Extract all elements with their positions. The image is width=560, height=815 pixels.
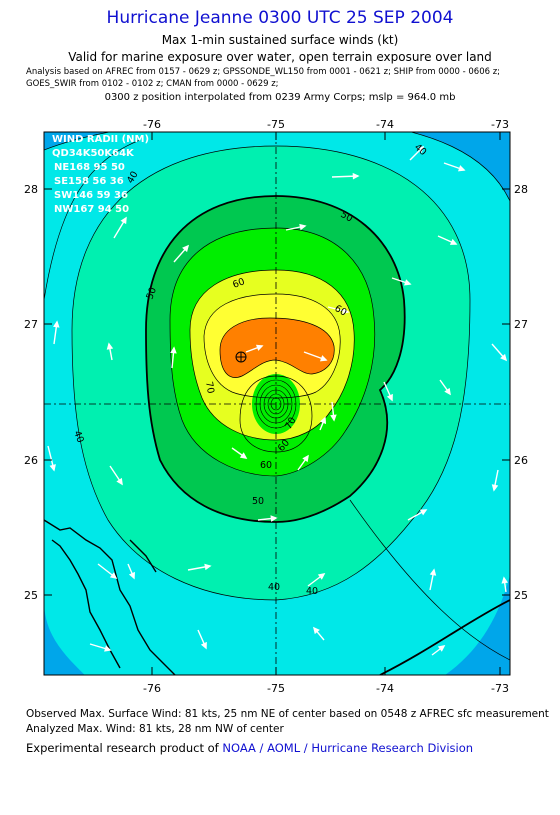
lon-tick-label-top: -75 [267,118,285,131]
wind-radii-row: NW167 94 50 [54,204,129,215]
wind-vector-arrow [53,320,60,345]
wind-vector-arrow [391,277,412,286]
credit-prefix: Experimental research product of [26,741,219,755]
wind-radii-columns: QD34K50K64K [52,148,135,159]
map-subtitle: Max 1-min sustained surface winds (kt) [161,33,399,47]
lon-tick-label-top: -76 [143,118,161,131]
wind-vector-arrow [197,629,207,650]
max-wind-marker [235,351,247,363]
wind-radii-row: SW146 59 36 [54,190,128,201]
wind-vector-arrow [89,643,112,652]
lon-tick-label-top: -74 [376,118,394,131]
position-note: 0300 z position interpolated from 0239 A… [104,92,456,103]
contour-labels: 40 40 40 40 40 50 50 50 60 60 60 60 70 7… [71,142,428,597]
credit-organization[interactable]: NOAA / AOML / Hurricane Research Divisio… [222,741,474,755]
lat-tick-label-right: 28 [514,183,528,196]
contour-label: 70 [203,381,216,395]
lat-tick-label-left: 28 [24,183,38,196]
wind-vector-arrow [429,568,437,591]
wind-vector-arrow [409,145,425,161]
contour-label: 40 [71,429,85,444]
wind-vector-arrow [127,563,135,580]
lat-tick-label-left: 27 [24,318,38,331]
contour-label: 70 [283,416,299,432]
axis-ticks [44,132,510,675]
wind-vector-arrow [97,563,118,579]
wind-vector-arrow [431,645,446,656]
wind-vector-arrow [173,244,190,263]
wind-vector-arrow [170,346,177,369]
wind-vectors [47,145,508,656]
contour-label: 40 [306,586,318,597]
validity-note: Valid for marine exposure over water, op… [68,50,492,64]
lon-tick-label-bottom: -76 [143,682,161,695]
wind-radii-table: WIND RADII (NM) QD34K50K64K NE168 95 50 … [52,134,149,215]
wind-vector-arrow [245,344,264,353]
observed-max-wind: Observed Max. Surface Wind: 81 kts, 25 n… [26,708,549,720]
contour-label: 40 [125,170,141,186]
analyzed-max-wind: Analyzed Max. Wind: 81 kts, 28 nm NW of … [26,723,284,735]
wind-vector-arrow [109,465,123,486]
wind-vector-arrow [491,469,499,492]
wind-radii-row: NE168 95 50 [54,162,125,173]
lat-tick-label-right: 27 [514,318,528,331]
lat-tick-label-left: 26 [24,454,38,467]
thick-contours [145,195,510,675]
lon-tick-label-bottom: -75 [267,682,285,695]
wind-vector-arrow [113,216,127,239]
center-crosshair [44,132,510,675]
contour-label: 60 [333,303,349,319]
lat-tick-label-right: 26 [514,454,528,467]
wind-vector-arrow [47,445,56,472]
contour-label: 40 [268,582,280,593]
wind-vector-arrow [407,509,428,521]
wind-vector-arrow [106,342,114,361]
wind-vector-arrow [312,626,325,641]
wind-radii-row: SE158 56 36 [54,176,124,187]
wind-vector-arrow [439,379,451,396]
wind-vector-arrow [383,381,393,402]
lat-tick-label-left: 25 [24,589,38,602]
wind-vector-arrow [231,447,248,459]
contour-label: 60 [260,460,272,471]
thin-contours [44,132,510,661]
lat-tick-label-right: 25 [514,589,528,602]
wind-vector-arrow [330,401,337,422]
wind-vector-arrow [297,454,309,471]
wind-vector-arrow [307,573,326,587]
map-title: Hurricane Jeanne 0300 UTC 25 SEP 2004 [106,8,454,28]
wind-vector-arrow [501,576,508,593]
wind-vector-arrow [257,515,278,522]
wind-vector-arrow [327,306,350,314]
analysis-sources-line-1: Analysis based on AFREC from 0157 - 0629… [26,67,501,77]
wind-band-90-100 [220,318,335,378]
map-frame [43,131,511,676]
contour-label: 50 [339,209,355,225]
wind-vector-arrow [285,223,307,231]
analysis-sources-line-2: GOES_SWIR from 0102 - 0102 z; CMAN from … [26,79,279,89]
lon-tick-label-bottom: -73 [491,682,509,695]
wind-vector-arrow [443,162,466,172]
lon-tick-label-top: -73 [491,118,509,131]
wind-vector-arrow [319,416,327,431]
contour-label: 50 [252,496,264,507]
credit-line: Experimental research product of NOAA / … [26,741,473,755]
wind-vector-arrow [303,351,328,362]
wind-vector-arrow [331,172,360,180]
wind-vector-arrow [491,343,508,362]
wind-vector-arrow [437,235,458,245]
coastline [44,519,176,675]
wind-vector-arrow [187,563,212,571]
contour-label: 60 [231,276,246,290]
wind-radii-heading: WIND RADII (NM) [52,134,149,145]
contour-label: 50 [144,286,158,301]
lon-tick-label-bottom: -74 [376,682,394,695]
